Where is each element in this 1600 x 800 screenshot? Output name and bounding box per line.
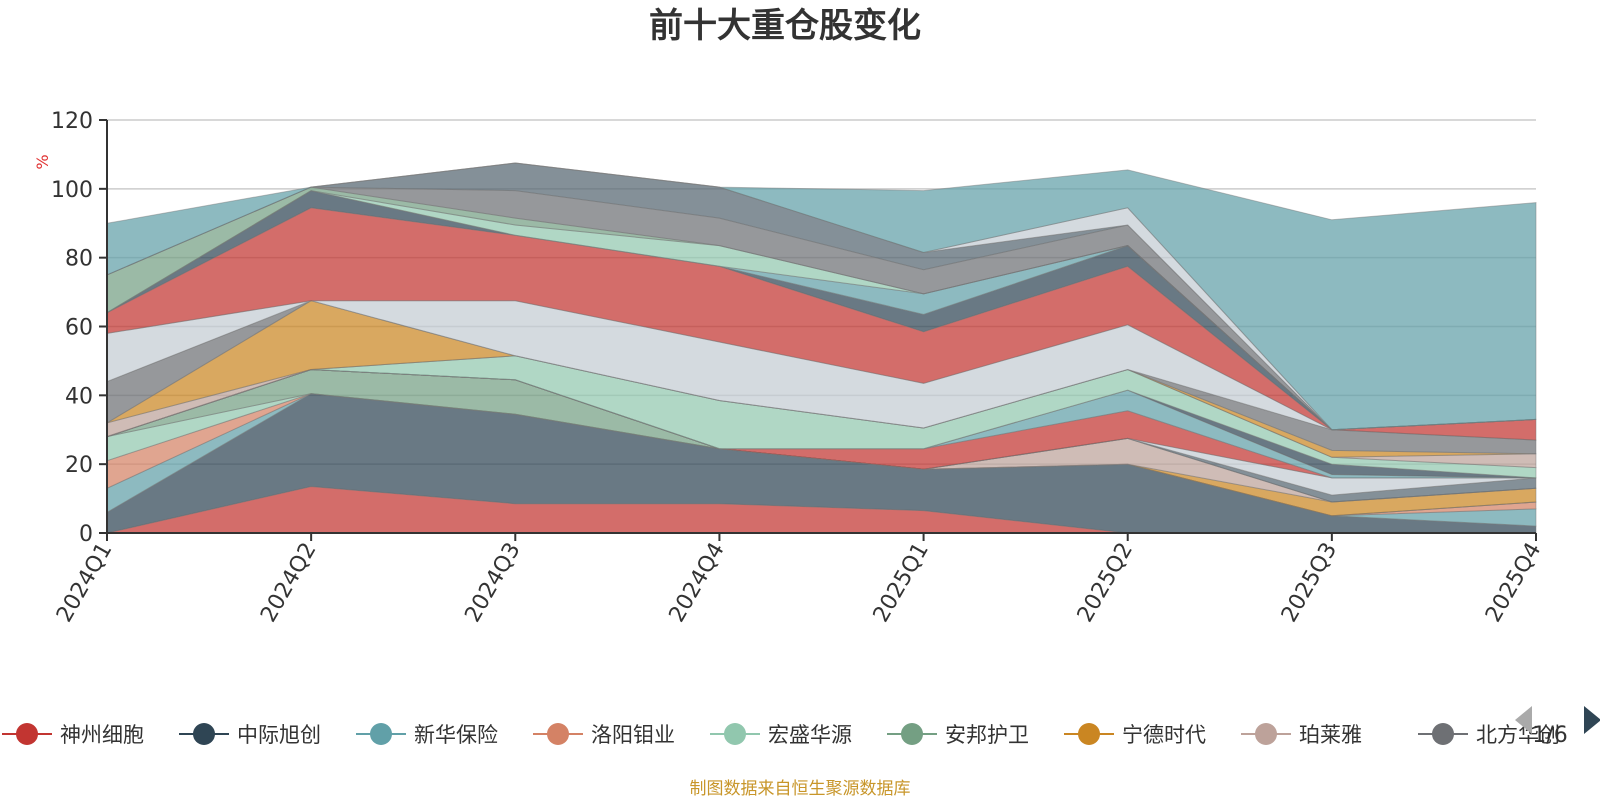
- legend-pager[interactable]: 1/6: [1515, 706, 1600, 748]
- y-tick-label: 0: [79, 522, 93, 547]
- legend-label: 珀莱雅: [1299, 723, 1362, 747]
- area-series-15: [106, 355, 1537, 469]
- x-tick-label: 2025Q2: [1073, 539, 1138, 627]
- legend-marker: [1432, 723, 1454, 745]
- y-tick-label: 120: [51, 109, 93, 134]
- legend-page-indicator: 1/6: [1532, 723, 1567, 748]
- legend-label: 安邦护卫: [945, 723, 1029, 747]
- y-tick-label: 80: [65, 247, 93, 272]
- legend-item[interactable]: 中际旭创: [179, 723, 321, 747]
- legend-marker: [724, 723, 746, 745]
- legend-item[interactable]: 神州细胞: [2, 723, 144, 747]
- area-series-19: [106, 207, 1537, 441]
- x-tick-label: 2025Q3: [1277, 539, 1342, 627]
- legend-marker: [547, 723, 569, 745]
- legend-label: 神州细胞: [60, 723, 144, 747]
- x-tick-label: 2024Q4: [665, 539, 730, 627]
- area-series-14: [106, 355, 1537, 479]
- y-tick-label: 40: [65, 384, 93, 409]
- legend-item[interactable]: 安邦护卫: [887, 723, 1029, 747]
- y-tick-label: 20: [65, 453, 93, 478]
- y-axis-unit-label: %: [33, 154, 52, 169]
- legend-label: 洛阳钼业: [591, 723, 675, 747]
- legend-label: 宁德时代: [1122, 723, 1206, 747]
- x-tick-label: 2024Q3: [460, 539, 525, 627]
- source-note: 制图数据来自恒生聚源数据库: [690, 779, 911, 799]
- legend-marker: [1078, 723, 1100, 745]
- chart-title: 前十大重仓股变化: [649, 6, 921, 46]
- legend-item[interactable]: 宁德时代: [1064, 723, 1206, 747]
- x-tick-label: 2025Q4: [1481, 539, 1546, 627]
- legend-item[interactable]: 洛阳钼业: [533, 723, 675, 747]
- legend-item[interactable]: 新华保险: [356, 723, 498, 747]
- legend-item[interactable]: 宏盛华源: [710, 723, 852, 747]
- legend-next-icon[interactable]: [1584, 706, 1600, 734]
- legend-label: 宏盛华源: [768, 723, 852, 747]
- legend-marker: [901, 723, 923, 745]
- area-series-18: [106, 300, 1537, 441]
- legend-marker: [16, 723, 38, 745]
- legend-marker: [1255, 723, 1277, 745]
- stacked-areas: [106, 162, 1537, 534]
- legend-label: 新华保险: [414, 723, 498, 747]
- legend-label: 中际旭创: [237, 723, 321, 747]
- y-tick-label: 60: [65, 316, 93, 341]
- area-series-27: [106, 162, 1537, 431]
- legend[interactable]: 神州细胞 中际旭创 新华保险 洛阳钼业 宏盛华源 安邦护卫 宁德时代 珀莱雅 北方华创: [2, 723, 1560, 747]
- area-series-9: [106, 368, 1537, 503]
- x-tick-label: 2024Q1: [52, 539, 117, 627]
- legend-label: 北方华创: [1476, 723, 1560, 747]
- x-tick-label: 2024Q2: [256, 539, 321, 627]
- area-series-23: [106, 186, 1537, 431]
- legend-prev-icon[interactable]: [1515, 706, 1532, 734]
- legend-marker: [370, 723, 392, 745]
- legend-item[interactable]: 珀莱雅: [1241, 723, 1362, 747]
- legend-marker: [193, 723, 215, 745]
- area-series-6: [106, 368, 1537, 517]
- x-tick-label: 2025Q1: [869, 539, 934, 627]
- legend-item[interactable]: 北方华创: [1418, 723, 1560, 747]
- y-tick-label: 100: [51, 178, 93, 203]
- area-series-11: [106, 368, 1536, 479]
